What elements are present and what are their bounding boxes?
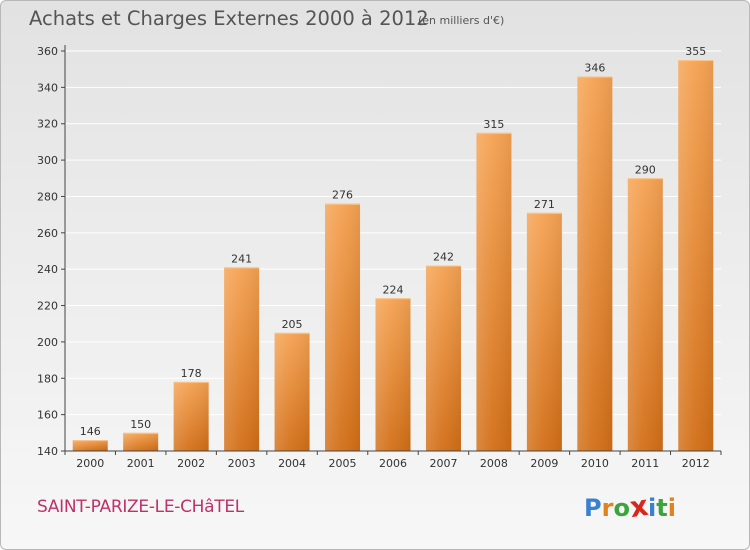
data-label: 355 [685,45,706,58]
logo-letter: i [648,494,657,522]
bar-shine [274,332,310,451]
bar-shine [325,203,361,451]
logo-letter: o [613,494,630,522]
x-tick-label: 2006 [379,457,407,470]
bar-shine [476,132,512,451]
data-label: 241 [231,252,252,265]
y-tick-label: 160 [37,409,58,422]
y-tick-label: 220 [37,300,58,313]
logo-letter: t [656,494,668,522]
x-tick-label: 2004 [278,457,306,470]
chart-subtitle: (en milliers d'€) [418,14,505,27]
data-label: 205 [282,318,303,331]
x-tick-label: 2000 [76,457,104,470]
y-tick-label: 260 [37,227,58,240]
x-tick-label: 2001 [127,457,155,470]
bar-shine [425,265,461,451]
proxiti-logo: Proxiti [584,488,676,525]
data-label: 315 [483,118,504,131]
x-tick-label: 2009 [530,457,558,470]
bar-shine [627,178,663,452]
data-label: 290 [635,163,656,176]
chart-title: Achats et Charges Externes 2000 à 2012 [29,7,429,30]
data-label: 224 [383,283,404,296]
logo-letter: P [584,494,602,522]
data-label: 346 [584,61,605,74]
data-label: 178 [181,367,202,380]
bar-shine [375,298,411,451]
logo-letter: i [667,494,676,522]
y-tick-label: 140 [37,445,58,458]
data-labels: 146 150 178 241 205 276 224 242 315 271 346 290 355 [80,45,707,438]
bar-shine [678,60,714,451]
data-label: 150 [130,418,151,431]
y-tick-label: 360 [37,45,58,58]
logo-letter: r [601,494,614,522]
y-tick-label: 280 [37,190,58,203]
logo-letter: x [627,488,651,525]
bar-shine [577,76,613,452]
y-tick-labels: 140 160 180 200 220 240 260 280 300 320 340 360 [37,45,65,458]
bar-shine [72,440,108,451]
data-label: 276 [332,189,353,202]
x-tick-label: 2002 [177,457,205,470]
bar-shine [224,267,260,451]
y-tick-label: 180 [37,372,58,385]
y-tick-label: 200 [37,336,58,349]
y-tick-label: 340 [37,81,58,94]
axes [64,45,721,452]
data-label: 146 [80,425,101,438]
y-tick-label: 320 [37,118,58,131]
x-tick-label: 2011 [631,457,659,470]
y-tick-label: 300 [37,154,58,167]
bar-shine [173,381,209,451]
bars [72,60,714,452]
commune-name: SAINT-PARIZE-LE-CHâTEL [37,497,244,517]
x-tick-label: 2003 [228,457,256,470]
bar-shine [526,212,562,451]
data-label: 242 [433,251,454,264]
x-tick-label: 2007 [429,457,457,470]
x-tick-label: 2010 [581,457,609,470]
x-tick-labels: 2000 2001 2002 2003 2004 2005 2006 2007 2008 2009… [64,451,722,470]
x-tick-label: 2012 [682,457,710,470]
x-tick-label: 2008 [480,457,508,470]
bar-shine [123,432,159,451]
data-label: 271 [534,198,555,211]
x-tick-label: 2005 [329,457,357,470]
y-tick-label: 240 [37,263,58,276]
